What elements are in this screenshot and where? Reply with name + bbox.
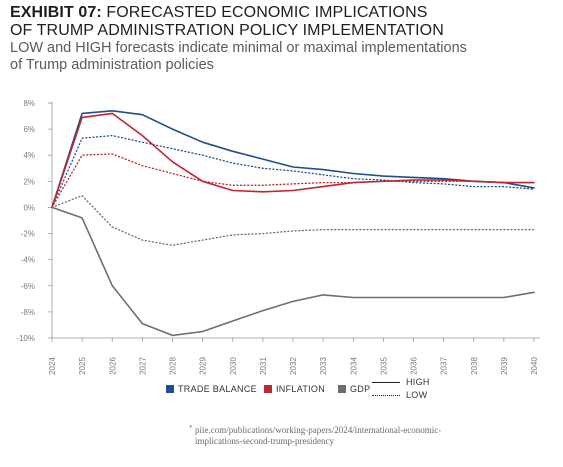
series-inflation-high: [51, 112, 535, 209]
chart-subtitle-line-1: LOW and HIGH forecasts indicate minimal …: [10, 40, 467, 56]
y-tick-label: -6%: [21, 282, 35, 291]
y-tick-label: -4%: [21, 256, 35, 265]
x-tick-label: 2037: [440, 357, 449, 375]
legend-item-inflation: INFLATION: [264, 384, 325, 394]
x-tick-label: 2024: [48, 357, 57, 375]
x-tick-label: 2040: [530, 357, 539, 375]
y-axis: 8% 6% 4% 2% 0% -2% -4% -6% -8% -10%: [16, 99, 53, 343]
y-tick-label: 8%: [23, 99, 35, 108]
x-tick-label: 2029: [199, 357, 208, 375]
chart-header: EXHIBIT 07: FORECASTED ECONOMIC IMPLICAT…: [10, 4, 555, 74]
x-tick-label: 2039: [500, 357, 509, 375]
source-line-1: piie.com/publications/working-papers/202…: [195, 425, 442, 435]
series-gdp-low: [51, 195, 535, 246]
chart-subtitle-line-2: of Trump administration policies: [10, 57, 214, 73]
series-trade-balance-high: [51, 110, 535, 209]
x-tick-label: 2030: [229, 357, 238, 375]
source-note: * piie.com/publications/working-papers/2…: [189, 424, 442, 447]
legend-line-solid: [372, 381, 400, 383]
legend-label-low: LOW: [406, 390, 428, 400]
x-tick-label: 2031: [259, 357, 268, 375]
x-tick-label: 2032: [289, 357, 298, 375]
x-tick-label: 2033: [319, 357, 328, 375]
legend-label-gdp: GDP: [350, 384, 371, 394]
y-tick-label: -2%: [21, 230, 35, 239]
exhibit-label: EXHIBIT 07:: [10, 4, 102, 21]
source-line-2: implications-second-trump-presidency: [195, 436, 334, 446]
legend-item-gdp: GDP: [338, 384, 370, 394]
legend-swatch-gdp: [338, 385, 346, 393]
y-tick-label: 0%: [23, 203, 35, 212]
x-tick-label: 2036: [410, 357, 419, 375]
x-tick-label: 2034: [349, 357, 358, 375]
legend-item-trade-balance: TRADE BALANCE: [166, 384, 257, 394]
legend-swatch-inflation: [264, 385, 272, 393]
legend-line-dotted: [372, 394, 400, 396]
x-tick-label: 2026: [108, 357, 117, 375]
chart-title-line-2: OF TRUMP ADMINISTRATION POLICY IMPLEMENT…: [10, 22, 444, 39]
legend-swatch-trade-balance: [166, 385, 174, 393]
x-tick-label: 2035: [379, 357, 388, 375]
y-tick-label: 6%: [23, 125, 35, 134]
legend-item-low: LOW: [372, 390, 427, 400]
legend-label-high: HIGH: [406, 377, 430, 387]
x-tick-label: 2025: [78, 357, 87, 375]
legend-label-trade-balance: TRADE BALANCE: [178, 384, 257, 394]
chart-legend: TRADE BALANCE INFLATION GDP HIGH LOW: [166, 377, 546, 407]
chart-title-line-1: EXHIBIT 07: FORECASTED ECONOMIC IMPLICAT…: [10, 4, 555, 22]
x-tick-label: 2027: [138, 357, 147, 375]
title-text-1: FORECASTED ECONOMIC IMPLICATIONS: [106, 4, 428, 21]
series-inflation-low: [51, 153, 535, 209]
series-gdp-high: [51, 206, 535, 337]
source-marker: *: [189, 424, 193, 432]
series-lines: [51, 110, 535, 337]
y-tick-label: -10%: [16, 334, 35, 343]
x-tick-label: 2028: [169, 357, 178, 375]
series-trade-balance-low: [51, 134, 535, 209]
x-axis: 2024 2025 2026 2027 2028 2029 2030 2031 2032 2033…: [48, 337, 540, 375]
legend-label-inflation: INFLATION: [276, 384, 326, 394]
x-tick-label: 2038: [470, 357, 479, 375]
y-tick-label: -8%: [21, 308, 35, 317]
legend-item-high: HIGH: [372, 377, 430, 387]
y-tick-label: 2%: [23, 177, 35, 186]
y-tick-label: 4%: [23, 151, 35, 160]
